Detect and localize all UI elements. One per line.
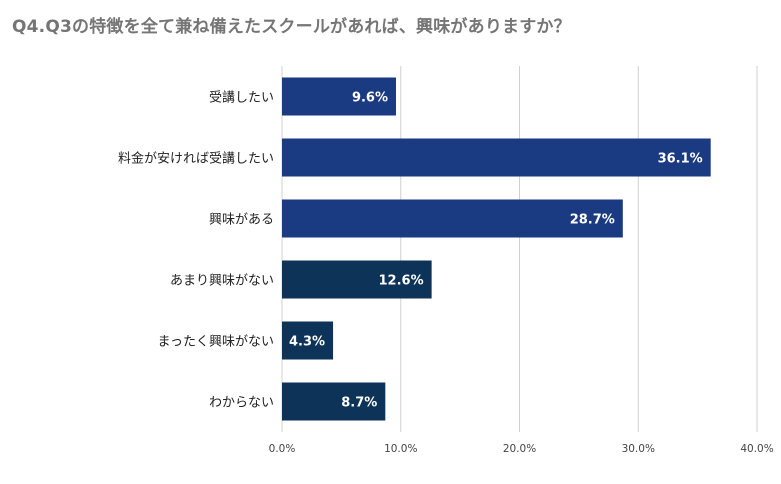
x-axis-ticks: 0.0% 10.0% 20.0% 30.0% 40.0% (269, 443, 774, 455)
chart-title: Q4.Q3の特徴を全て兼ね備えたスクールがあれば、興味がありますか？ (12, 17, 571, 37)
category-labels: 受講したい料金が安ければ受講したい興味があるあまり興味がないまったく興味がないわ… (118, 90, 274, 411)
category-label: まったく興味がない (158, 335, 274, 350)
x-tick-label: 20.0% (503, 443, 536, 455)
value-label: 8.7% (341, 396, 377, 411)
value-label: 9.6% (352, 91, 388, 106)
category-label: あまり興味がない (170, 274, 274, 289)
value-label: 28.7% (570, 213, 615, 228)
bar (282, 199, 623, 238)
x-tick-label: 0.0% (269, 443, 296, 455)
bars (282, 77, 711, 421)
value-label: 36.1% (658, 152, 703, 167)
value-label: 12.6% (379, 274, 424, 289)
category-label: 受講したい (209, 90, 274, 106)
bar (282, 321, 334, 360)
bar (282, 382, 386, 421)
category-label: わからない (209, 396, 274, 411)
bar (282, 77, 396, 116)
category-label: 料金が安ければ受講したい (118, 151, 274, 167)
value-labels: 9.6% 36.1% 28.7% 12.6% 4.3% 8.7% (289, 91, 703, 411)
value-label: 4.3% (289, 335, 325, 350)
bar (282, 138, 711, 177)
x-tick-label: 40.0% (740, 443, 773, 455)
category-label: 興味がある (209, 213, 274, 228)
x-tick-label: 30.0% (622, 443, 655, 455)
x-tick-label: 10.0% (384, 443, 417, 455)
grid-lines (281, 66, 758, 432)
bar (282, 260, 432, 299)
